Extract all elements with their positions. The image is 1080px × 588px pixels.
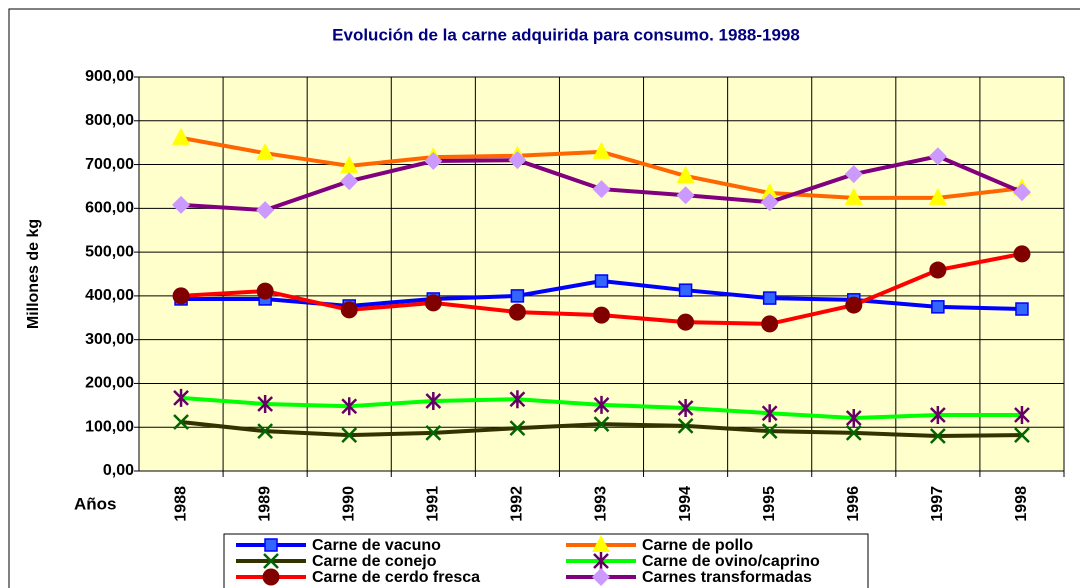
marker: [678, 283, 693, 297]
y-tick-label: 400,00: [85, 287, 134, 304]
marker: [173, 388, 189, 407]
marker: [844, 165, 863, 184]
marker: [677, 418, 694, 434]
marker: [1012, 183, 1031, 202]
marker: [594, 274, 609, 288]
marker: [173, 414, 189, 430]
marker: [928, 187, 947, 205]
marker: [761, 315, 779, 333]
marker: [760, 193, 779, 212]
y-tick-label: 500,00: [85, 243, 134, 260]
legend-marker: [592, 535, 610, 552]
x-tick-label: 1988: [172, 486, 189, 522]
marker: [340, 155, 359, 173]
chart-title: Evolución de la carne adquirida para con…: [332, 25, 800, 44]
marker: [593, 416, 610, 433]
marker: [1014, 427, 1030, 443]
legend-label: Carne de conejo: [312, 553, 437, 570]
legend-label: Carne de vacuno: [312, 537, 441, 554]
marker: [257, 423, 274, 440]
marker: [424, 152, 443, 171]
marker: [256, 282, 274, 300]
y-tick-label: 300,00: [85, 331, 134, 348]
x-tick-label: 1995: [761, 486, 778, 522]
legend-marker: [262, 568, 280, 586]
legend-label: Carne de pollo: [642, 537, 753, 554]
x-tick-label: 1996: [845, 486, 862, 522]
y-tick-label: 100,00: [85, 418, 134, 435]
marker: [845, 425, 862, 441]
marker: [762, 291, 777, 305]
x-tick-label: 1994: [677, 486, 694, 522]
marker: [172, 287, 190, 305]
marker: [257, 395, 274, 414]
marker: [592, 180, 611, 199]
legend-label: Carnes transformadas: [642, 569, 812, 586]
marker: [929, 261, 947, 279]
marker: [340, 172, 359, 191]
x-tick-label: 1997: [929, 486, 946, 522]
marker: [931, 300, 945, 314]
x-axis-label: Años: [74, 494, 117, 513]
y-tick-label: 800,00: [85, 112, 134, 129]
marker: [844, 187, 863, 205]
marker: [593, 306, 610, 324]
y-tick-label: 600,00: [85, 200, 134, 217]
marker: [172, 127, 191, 145]
y-axis-label: Millones de kg: [25, 219, 42, 329]
legend-label: Carne de ovino/caprino: [642, 553, 820, 570]
marker: [509, 390, 526, 409]
marker: [510, 289, 525, 303]
marker: [341, 427, 358, 443]
marker: [508, 303, 526, 321]
y-tick-label: 700,00: [85, 156, 134, 173]
legend-marker: [592, 568, 610, 586]
marker: [256, 201, 275, 220]
marker: [425, 425, 442, 441]
marker: [256, 143, 275, 161]
y-tick-label: 900,00: [85, 68, 134, 85]
marker: [508, 151, 527, 170]
marker: [676, 186, 695, 205]
marker: [845, 296, 863, 314]
y-tick-label: 0,00: [103, 462, 134, 479]
marker: [676, 165, 695, 183]
marker: [929, 405, 946, 424]
marker: [593, 395, 610, 414]
marker: [761, 404, 778, 423]
marker: [424, 294, 442, 312]
x-tick-label: 1993: [593, 486, 610, 522]
x-tick-label: 1990: [340, 486, 357, 522]
marker: [1015, 302, 1029, 316]
x-tick-label: 1992: [509, 486, 526, 522]
marker: [172, 195, 191, 214]
marker: [509, 420, 526, 436]
marker: [677, 398, 694, 417]
marker: [592, 141, 611, 159]
legend: [223, 533, 869, 588]
legend-marker: [264, 538, 278, 552]
y-tick-label: 200,00: [85, 375, 134, 392]
marker: [761, 423, 778, 440]
marker: [929, 428, 946, 444]
x-tick-label: 1991: [425, 486, 442, 522]
legend-marker: [593, 552, 609, 570]
marker: [340, 301, 358, 319]
marker: [760, 183, 779, 201]
marker: [677, 313, 695, 331]
legend-label: Carne de cerdo fresca: [312, 569, 480, 586]
marker: [1014, 405, 1030, 424]
marker: [845, 409, 862, 428]
marker: [341, 397, 358, 416]
legend-marker: [263, 553, 279, 569]
marker: [928, 147, 947, 166]
marker: [425, 391, 442, 410]
x-tick-label: 1998: [1013, 486, 1030, 522]
marker: [1013, 245, 1031, 263]
x-tick-label: 1989: [256, 486, 273, 522]
